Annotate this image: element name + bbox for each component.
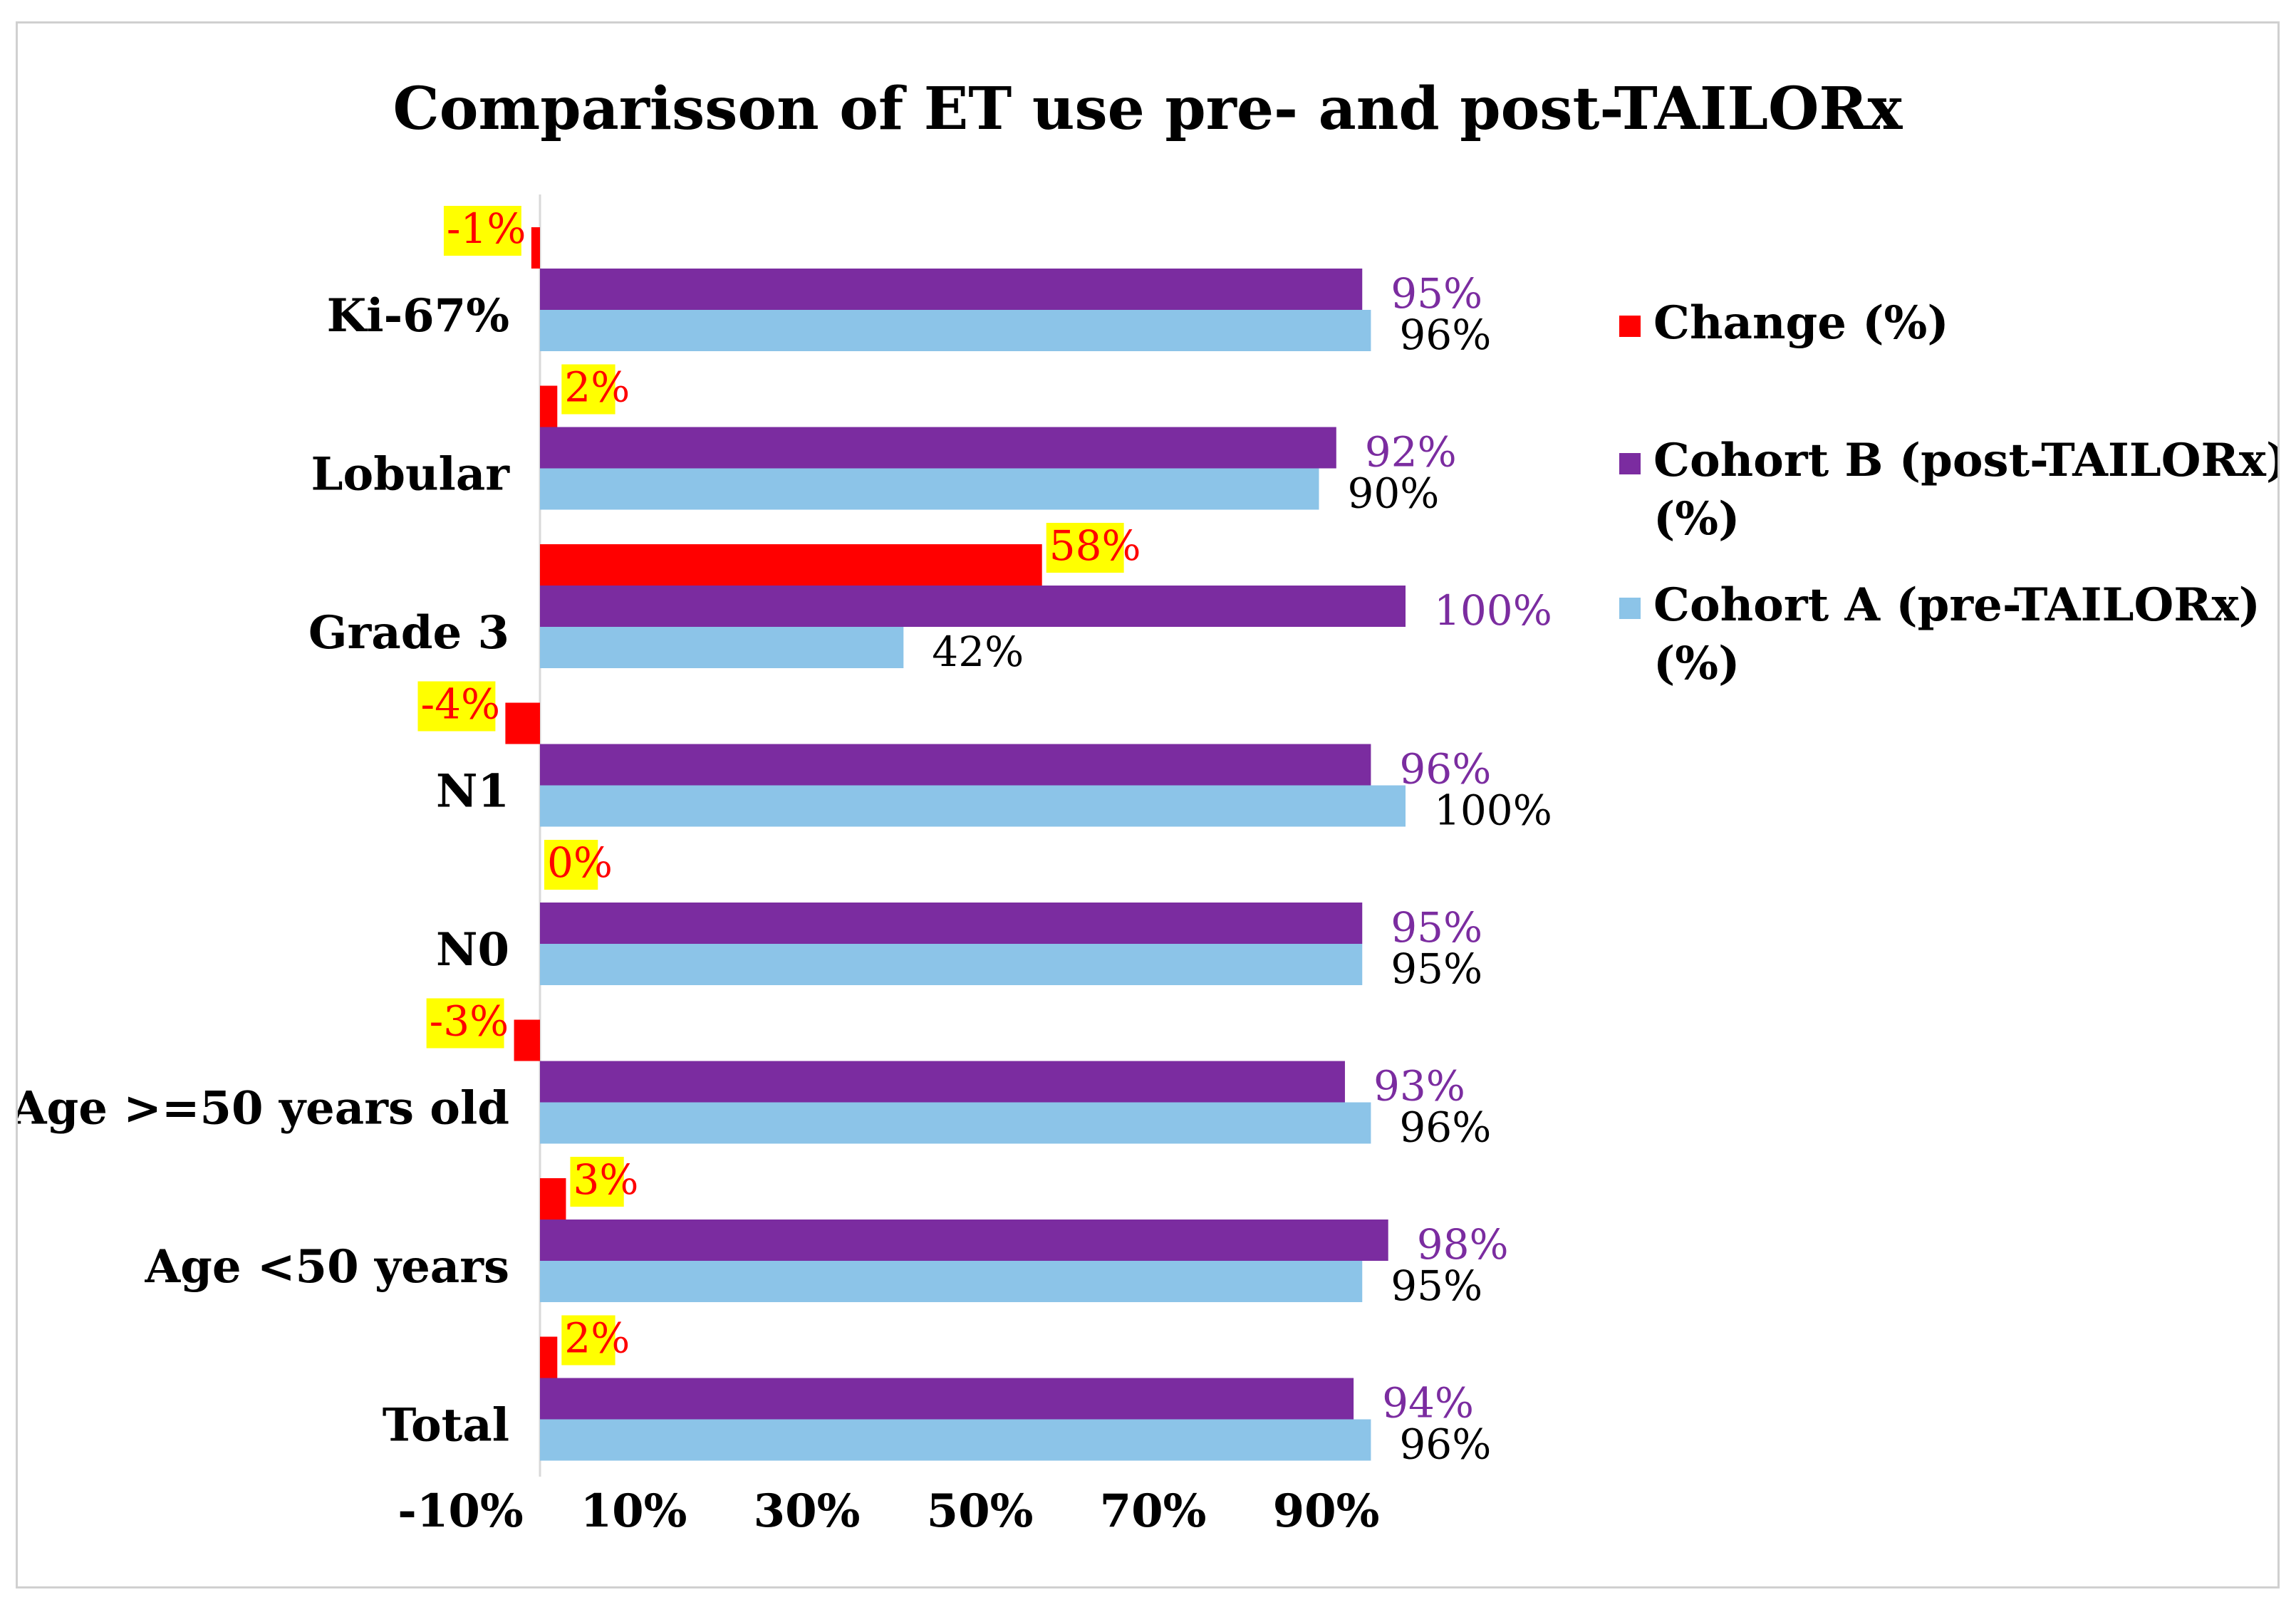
bar-cohort-a — [540, 627, 904, 668]
data-label-cohort-a: 96% — [1399, 311, 1491, 359]
data-label-cohort-b: 92% — [1365, 428, 1457, 477]
data-label-highlight — [443, 206, 521, 256]
data-label-cohort-a: 96% — [1399, 1103, 1491, 1152]
data-label-cohort-b: 95% — [1391, 903, 1482, 952]
data-label-cohort-a: 95% — [1391, 945, 1482, 993]
data-label-cohort-b: 96% — [1399, 745, 1491, 794]
legend-label: (%) — [1653, 637, 1740, 690]
data-label-highlight — [561, 1315, 615, 1366]
bar-cohort-a — [540, 1102, 1371, 1144]
bar-cohort-b — [540, 1378, 1354, 1420]
category-label: Lobular — [311, 448, 511, 501]
data-label-highlight — [426, 998, 504, 1049]
data-label-cohort-a: 95% — [1391, 1262, 1482, 1310]
category-label: Ki-67% — [327, 289, 509, 343]
category-label: Age >=50 years old — [18, 1082, 509, 1135]
data-label-cohort-b: 93% — [1373, 1062, 1465, 1111]
bar-cohort-b — [540, 427, 1336, 469]
bar-cohort-b — [540, 1220, 1388, 1261]
bar-change — [505, 702, 540, 744]
data-label-cohort-b: 94% — [1382, 1379, 1474, 1428]
bar-change — [540, 544, 1042, 586]
legend-label: Change (%) — [1653, 296, 1949, 350]
x-tick-label: 50% — [927, 1484, 1034, 1538]
data-label-change: 0% — [547, 838, 613, 887]
data-label-change: -3% — [430, 997, 509, 1046]
category-label: Age <50 years — [145, 1240, 510, 1294]
data-label-cohort-a: 90% — [1348, 469, 1440, 518]
category-label: N0 — [436, 923, 509, 977]
x-tick-label: -10% — [398, 1484, 523, 1538]
bar-change — [531, 227, 540, 269]
data-label-change: 2% — [564, 1314, 630, 1363]
category-label: Total — [383, 1399, 509, 1452]
data-label-cohort-a: 100% — [1434, 786, 1552, 835]
legend-label: Cohort B (post-TAILORx) — [1653, 434, 2277, 487]
bar-cohort-a — [540, 785, 1406, 827]
data-label-highlight — [561, 364, 615, 415]
x-tick-label: 10% — [581, 1484, 687, 1538]
data-label-cohort-b: 100% — [1434, 586, 1552, 635]
data-label-highlight — [1046, 523, 1124, 573]
data-label-highlight — [417, 681, 496, 732]
x-tick-label: 90% — [1273, 1484, 1380, 1538]
bar-cohort-a — [540, 468, 1319, 510]
bar-cohort-b — [540, 269, 1363, 310]
bar-change — [540, 1336, 558, 1378]
legend-label: (%) — [1653, 492, 1740, 546]
x-tick-label: 70% — [1100, 1484, 1207, 1538]
data-label-change: -4% — [420, 680, 500, 729]
bar-cohort-b — [540, 586, 1406, 627]
x-tick-label: 30% — [754, 1484, 861, 1538]
legend: Change (%)Cohort B (post-TAILORx)(%)Coho… — [1619, 296, 2277, 690]
data-label-cohort-b: 95% — [1391, 269, 1482, 318]
data-label-change: 58% — [1049, 521, 1141, 570]
chart: Comparisson of ET use pre- and post-TAIL… — [18, 75, 2277, 1538]
bar-cohort-b — [540, 1061, 1345, 1103]
bar-change — [540, 385, 558, 427]
legend-swatch — [1619, 453, 1641, 474]
bar-change — [540, 1178, 566, 1220]
data-label-change: 2% — [564, 363, 630, 412]
chart-frame: Comparisson of ET use pre- and post-TAIL… — [16, 21, 2280, 1588]
bar-change — [514, 1019, 540, 1061]
legend-swatch — [1619, 316, 1641, 337]
bar-cohort-b — [540, 744, 1371, 786]
bar-cohort-a — [540, 1419, 1371, 1461]
data-label-highlight — [544, 840, 598, 890]
data-label-change: 3% — [573, 1155, 638, 1204]
data-label-highlight — [570, 1157, 624, 1207]
chart-title: Comparisson of ET use pre- and post-TAIL… — [393, 75, 1903, 143]
bar-cohort-a — [540, 1261, 1363, 1302]
data-label-cohort-a: 42% — [932, 628, 1024, 676]
legend-label: Cohort A (pre-TAILORx) — [1653, 578, 2260, 632]
data-label-change: -1% — [447, 204, 526, 253]
data-label-cohort-b: 98% — [1417, 1220, 1509, 1269]
bar-cohort-a — [540, 310, 1371, 351]
bar-cohort-a — [540, 944, 1363, 985]
category-label: Grade 3 — [308, 606, 509, 660]
data-label-cohort-a: 96% — [1399, 1420, 1491, 1469]
legend-swatch — [1619, 598, 1641, 619]
bar-cohort-b — [540, 903, 1363, 944]
category-label: N1 — [436, 765, 509, 818]
